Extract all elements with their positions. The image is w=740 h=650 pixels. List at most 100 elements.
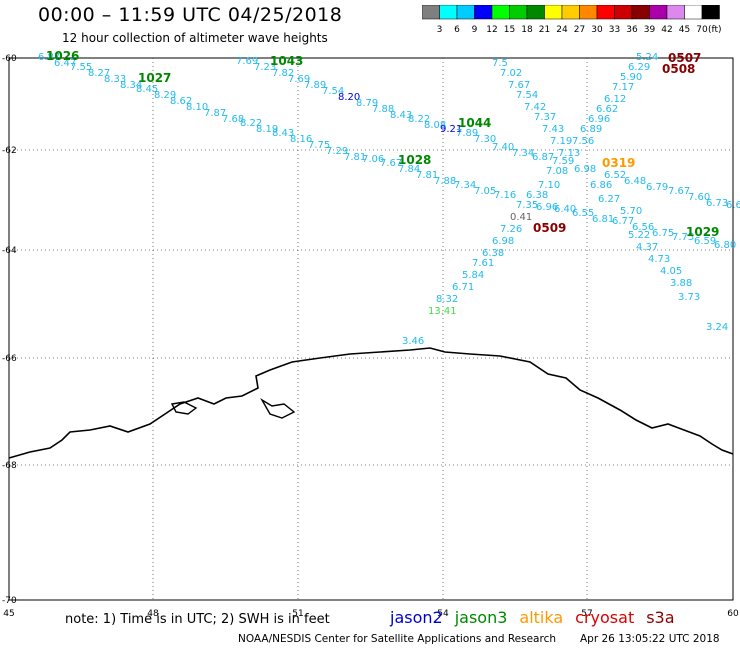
wave-height-label: 6.96 bbox=[536, 202, 558, 213]
colorbar-tick-label: 42 bbox=[661, 25, 672, 35]
wave-height-label: 8.32 bbox=[436, 294, 458, 305]
wave-height-label: 7.06 bbox=[362, 154, 384, 165]
colorbar-tick-label: 36 bbox=[626, 25, 638, 35]
note-text: note: 1) Time is in UTC; 2) SWH is in fe… bbox=[65, 612, 330, 627]
wave-height-label: 7.88 bbox=[372, 104, 394, 115]
latitude-tick-label: -68 bbox=[2, 461, 17, 471]
pass-time-label: 1028 bbox=[398, 153, 431, 167]
wave-height-label: 4.73 bbox=[648, 254, 670, 265]
legend-jason2: jason2 bbox=[390, 608, 443, 627]
wave-height-label: 8.33 bbox=[104, 74, 126, 85]
colorbar-tick-label: 39 bbox=[644, 25, 656, 35]
colorbar-tick-label: 15 bbox=[504, 25, 515, 35]
wave-height-label: 7.02 bbox=[500, 68, 522, 79]
colorbar: 3 6 9 12 15 18 21 24 27 30 33 36 39 42 45 70 (ft) bbox=[422, 5, 722, 35]
wave-height-label: 7.10 bbox=[538, 180, 560, 191]
wave-height-label: 7.34 bbox=[512, 148, 534, 159]
wave-height-label: 6.87 bbox=[532, 152, 554, 163]
wave-height-label: 7.75 bbox=[308, 140, 330, 151]
wave-height-label: 6.12 bbox=[604, 94, 626, 105]
wave-height-label: 6.98 bbox=[574, 164, 596, 175]
wave-height-label: 7.68 bbox=[222, 114, 244, 125]
wave-height-label: 3.46 bbox=[402, 336, 424, 347]
wave-height-label: 6.87 bbox=[38, 52, 60, 63]
pass-time-label: 1027 bbox=[138, 71, 171, 85]
wave-height-label: 8.27 bbox=[88, 68, 110, 79]
wave-height-label: 7.75 bbox=[672, 232, 694, 243]
pass-time-label: 0508 bbox=[662, 62, 695, 76]
wave-height-label: 7.67 bbox=[380, 158, 402, 169]
wave-height-label: 7.23 bbox=[254, 62, 276, 73]
wave-height-label: 6.79 bbox=[646, 182, 668, 193]
wave-height-label: 3.73 bbox=[678, 292, 700, 303]
wave-height-label: 6.40 bbox=[554, 204, 576, 215]
wave-height-label: 6.29 bbox=[628, 62, 650, 73]
wave-height-label: 7.13 bbox=[558, 148, 580, 159]
longitude-tick-label: 51 bbox=[292, 609, 303, 619]
longitude-tick-label: 57 bbox=[581, 609, 592, 619]
wave-height-label: 5.22 bbox=[628, 230, 650, 241]
wave-height-label: 6.52 bbox=[604, 170, 626, 181]
wave-height-label: 7.42 bbox=[524, 102, 546, 113]
wave-height-label: 9.21 bbox=[440, 124, 462, 135]
latitude-tick-label: -70 bbox=[2, 596, 17, 606]
pass-time-label: 0509 bbox=[533, 221, 566, 235]
wave-height-label: 6.56 bbox=[632, 222, 654, 233]
wave-height-label: 6.27 bbox=[598, 194, 620, 205]
wave-height-label: 6.77 bbox=[612, 216, 634, 227]
wave-height-label: 5.84 bbox=[462, 270, 484, 281]
legend-jason3: jason3 bbox=[454, 608, 508, 627]
map-frame bbox=[8, 57, 734, 601]
colorbar-tick-label: 70 bbox=[696, 25, 708, 35]
pass-time-label: 1029 bbox=[686, 225, 719, 239]
wave-height-label: 7.05 bbox=[474, 186, 496, 197]
wave-height-label: 7.56 bbox=[572, 136, 594, 147]
longitude-tick-label: 45 bbox=[3, 609, 14, 619]
wave-height-label: 6.89 bbox=[580, 124, 602, 135]
colorbar-tick-label: 3 bbox=[437, 25, 443, 35]
wave-height-label: 4.05 bbox=[660, 266, 682, 277]
wave-height-label: 7.26 bbox=[500, 224, 522, 235]
wave-height-label: 7.69 bbox=[288, 74, 310, 85]
wave-height-label: 7.81 bbox=[344, 152, 366, 163]
pass-time-label: 0507 bbox=[668, 51, 701, 65]
wave-height-label: 8.34 bbox=[120, 80, 142, 91]
wave-height-label: 6.62 bbox=[596, 104, 618, 115]
wave-height-label: 7.89 bbox=[304, 80, 326, 91]
wave-height-label: 6.55 bbox=[572, 208, 594, 219]
wave-height-label: 7.55 bbox=[70, 62, 92, 73]
wave-height-label: 7.81 bbox=[416, 170, 438, 181]
wave-height-label: 8.16 bbox=[290, 134, 312, 145]
wave-height-label: 5.24 bbox=[636, 52, 658, 63]
legend-cryosat: cryosat bbox=[575, 608, 635, 627]
colorbar-tick-label: 6 bbox=[454, 25, 460, 35]
wave-height-label: 8.29 bbox=[154, 90, 176, 101]
wave-height-label: 8.62 bbox=[170, 96, 192, 107]
wave-height-label: 8.22 bbox=[240, 118, 262, 129]
wave-height-label: 7.61 bbox=[472, 258, 494, 269]
wave-height-label: 7.40 bbox=[492, 142, 514, 153]
wave-height-label: 8.19 bbox=[256, 124, 278, 135]
wave-height-label: 6.59 bbox=[694, 236, 716, 247]
wave-height-label: 7.43 bbox=[542, 124, 564, 135]
wave-height-label: 5.90 bbox=[620, 72, 642, 83]
wave-height-label: 6.98 bbox=[492, 236, 514, 247]
wave-height-label: 13.41 bbox=[428, 306, 457, 317]
latitude-tick-label: -66 bbox=[2, 354, 17, 364]
wave-height-label: 5.70 bbox=[620, 206, 642, 217]
wave-height-label: 7.35 bbox=[516, 200, 538, 211]
wave-height-label: 8.45 bbox=[136, 84, 158, 95]
colorbar-tick-label: 27 bbox=[574, 25, 585, 35]
wave-height-label: 6.71 bbox=[452, 282, 474, 293]
island-outline bbox=[260, 398, 296, 419]
wave-height-label: 7.60 bbox=[688, 192, 710, 203]
wave-height-label: 7.67 bbox=[668, 186, 690, 197]
colorbar-tick-label: 24 bbox=[556, 25, 568, 35]
wave-height-label: 0.41 bbox=[510, 212, 532, 223]
wave-height-label: 8.08 bbox=[424, 120, 446, 131]
pass-time-label: 1044 bbox=[458, 116, 491, 130]
wave-height-label: 3.24 bbox=[706, 322, 728, 333]
colorbar-unit: (ft) bbox=[708, 25, 722, 35]
wave-height-label: 7.87 bbox=[204, 108, 226, 119]
